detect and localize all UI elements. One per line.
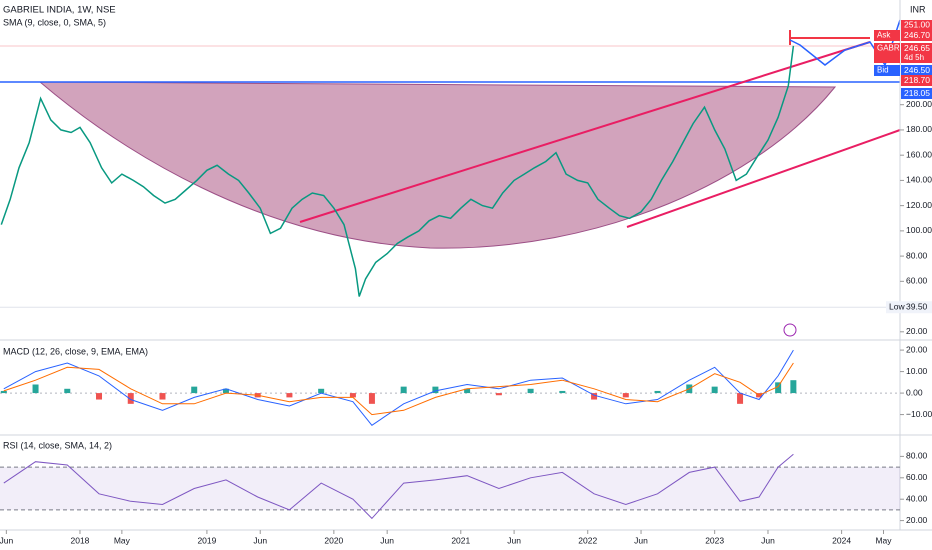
trendline xyxy=(626,129,901,228)
rsi-legend: RSI (14, close, SMA, 14, 2) xyxy=(3,440,112,450)
price-tag: GABRIEL xyxy=(877,44,912,53)
y-tick-label: 0.00 xyxy=(906,387,923,397)
y-tick-label: 160.00 xyxy=(906,149,932,159)
price-label-box xyxy=(901,30,932,41)
histogram-bar xyxy=(318,388,325,394)
rsi-line xyxy=(3,453,794,520)
y-tick-label: 10.00 xyxy=(906,366,928,376)
x-tick-label: 2018 xyxy=(71,535,90,545)
histogram-bar xyxy=(0,390,7,394)
x-tick-label: Jun xyxy=(0,535,13,545)
histogram-bar xyxy=(96,393,103,400)
x-tick-label: 2021 xyxy=(451,535,470,545)
price-label: 218.05 xyxy=(904,88,930,98)
y-tick-label: 200.00 xyxy=(906,99,932,109)
x-tick-label: 2023 xyxy=(705,535,724,545)
cup-pattern xyxy=(38,81,837,249)
x-tick-label: May xyxy=(114,535,131,545)
x-tick-label: 2020 xyxy=(324,535,343,545)
event-icon[interactable] xyxy=(783,323,797,337)
price-tag-box xyxy=(874,43,900,63)
price-tag: Ask xyxy=(877,31,891,40)
histogram-bar xyxy=(559,390,566,394)
x-tick-label: Jun xyxy=(253,535,267,545)
histogram-bar xyxy=(432,386,439,394)
histogram-bar xyxy=(191,386,198,394)
histogram-bar xyxy=(159,393,166,400)
y-tick-label: 60.00 xyxy=(906,276,928,286)
y-tick-label: 20.00 xyxy=(906,326,928,336)
y-tick-label: 60.00 xyxy=(906,472,928,482)
histogram-bar xyxy=(222,388,229,394)
currency: INR xyxy=(910,4,926,14)
price-label-box xyxy=(901,20,932,30)
indicator-legend: SMA (9, close, 0, SMA, 5) xyxy=(3,17,106,27)
countdown: 4d 5h xyxy=(904,53,924,62)
price-tag-box xyxy=(874,30,900,41)
histogram-bar xyxy=(790,380,797,394)
y-tick-label: 120.00 xyxy=(906,200,932,210)
histogram-bar xyxy=(527,388,534,394)
price-tag: Bid xyxy=(877,66,889,75)
price-label-box xyxy=(901,75,932,86)
price-label-box xyxy=(901,65,932,76)
chart-title: GABRIEL INDIA, 1W, NSE xyxy=(3,5,116,16)
price-label-box xyxy=(901,88,932,99)
low-tag: Low xyxy=(889,301,905,311)
x-tick-label: Jun xyxy=(761,535,775,545)
x-tick-label: Jun xyxy=(507,535,521,545)
histogram-bar xyxy=(622,393,629,398)
x-tick-label: 2024 xyxy=(832,535,851,545)
price-line xyxy=(0,45,795,297)
price-label: 246.65 xyxy=(904,43,930,53)
y-tick-label: 100.00 xyxy=(906,225,932,235)
y-tick-label: 80.00 xyxy=(906,250,928,260)
target-line xyxy=(789,30,870,45)
low-box xyxy=(886,301,932,314)
histogram-bar xyxy=(400,386,407,394)
histogram-bar xyxy=(737,393,744,404)
y-tick-label: 80.00 xyxy=(906,451,928,461)
x-tick-label: Jun xyxy=(380,535,394,545)
price-label-box xyxy=(901,43,932,63)
x-tick-label: 2022 xyxy=(578,535,597,545)
histogram-bar xyxy=(495,393,502,396)
x-tick-label: May xyxy=(875,535,892,545)
price-label: 246.70 xyxy=(904,30,930,40)
price-label: 251.00 xyxy=(904,19,930,29)
y-tick-label: 180.00 xyxy=(906,124,932,134)
price-label: 246.50 xyxy=(904,65,930,75)
macd-legend: MACD (12, 26, close, 9, EMA, EMA) xyxy=(3,346,148,356)
histogram-bar xyxy=(286,393,293,398)
y-tick-label: 40.00 xyxy=(906,493,928,503)
histogram-bar xyxy=(127,393,134,404)
trendline xyxy=(299,41,871,223)
histogram-bar xyxy=(591,393,598,400)
histogram-bar xyxy=(654,390,661,394)
histogram-bar xyxy=(464,388,471,394)
price-label: 218.70 xyxy=(904,75,930,85)
histogram-bar xyxy=(349,393,356,398)
x-tick-label: Jun xyxy=(634,535,648,545)
low-value: 39.50 xyxy=(906,301,928,311)
y-tick-label: 20.00 xyxy=(906,515,928,525)
histogram-bar xyxy=(32,384,39,394)
histogram-bar xyxy=(368,393,375,404)
y-tick-label: 140.00 xyxy=(906,175,932,185)
histogram-bar xyxy=(711,386,718,394)
y-tick-label: 20.00 xyxy=(906,344,928,354)
x-tick-label: 2019 xyxy=(197,535,216,545)
histogram-bar xyxy=(64,388,71,394)
macd-line xyxy=(3,362,794,416)
macd-line xyxy=(3,349,794,426)
histogram-bar xyxy=(775,382,782,394)
price-tag-box xyxy=(874,65,900,76)
y-tick-label: −10.00 xyxy=(906,409,932,419)
